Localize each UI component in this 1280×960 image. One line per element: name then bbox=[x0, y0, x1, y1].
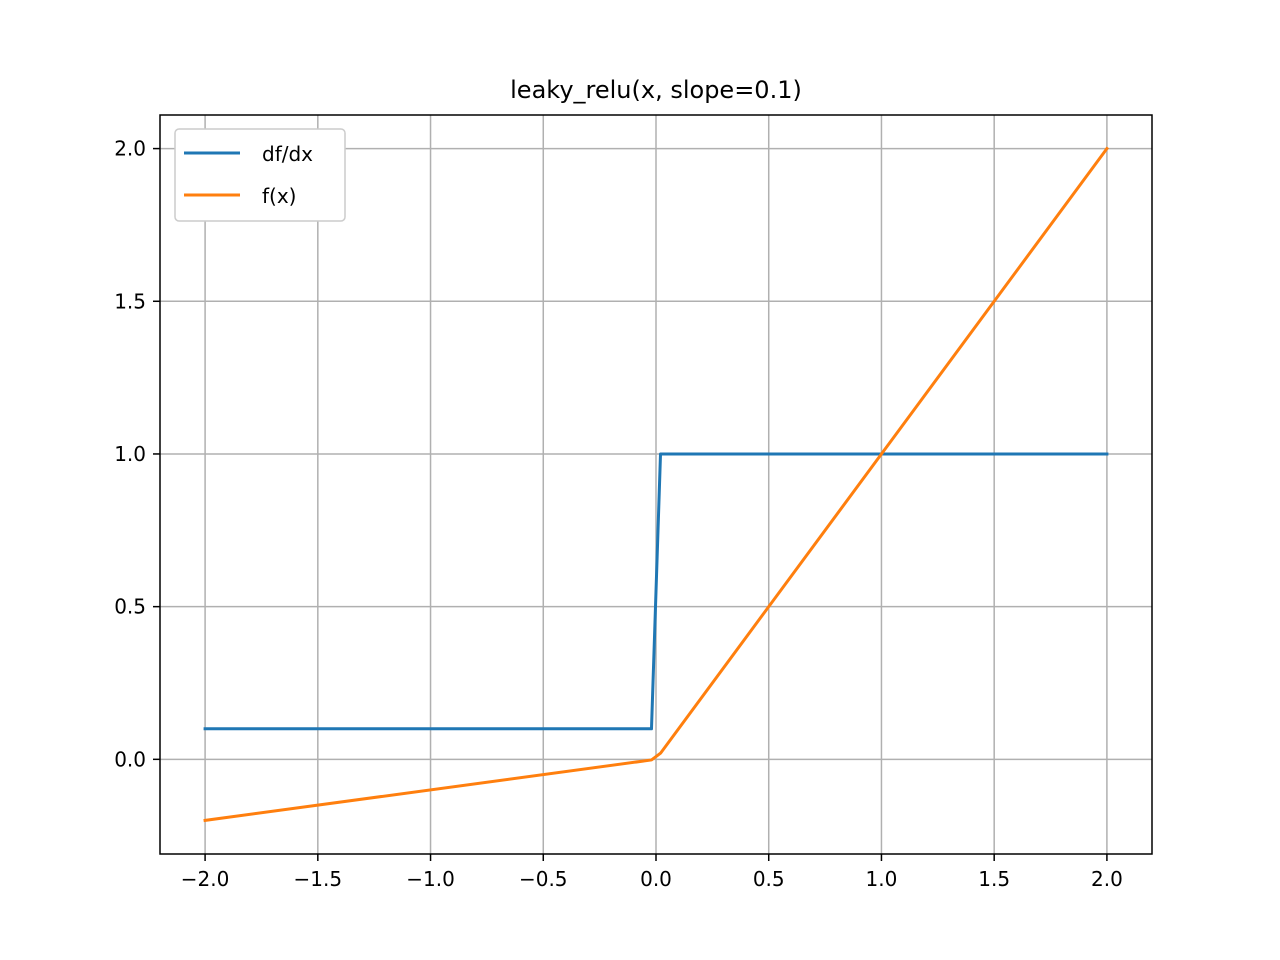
x-tick-label: 2.0 bbox=[1091, 867, 1123, 891]
x-axis-ticks: −2.0 −1.5 −1.0 −0.5 0.0 0.5 1.0 1.5 2.0 bbox=[181, 854, 1123, 891]
series-line-f-x bbox=[203, 146, 1110, 823]
legend: df/dx f(x) bbox=[174, 128, 346, 222]
y-axis-ticks: 0.0 0.5 1.0 1.5 2.0 bbox=[114, 137, 160, 771]
x-tick-label: −1.5 bbox=[294, 867, 343, 891]
x-tick-label: 1.5 bbox=[978, 867, 1010, 891]
chart-title: leaky_relu(x, slope=0.1) bbox=[510, 76, 802, 104]
legend-label-f-x: f(x) bbox=[262, 184, 296, 208]
x-tick-label: −1.0 bbox=[406, 867, 455, 891]
y-tick-label: 2.0 bbox=[114, 137, 146, 161]
y-tick-label: 0.5 bbox=[114, 595, 146, 619]
x-tick-label: 1.0 bbox=[866, 867, 898, 891]
y-tick-label: 1.0 bbox=[114, 442, 146, 466]
plot-lines bbox=[203, 146, 1110, 823]
series-line-df-dx bbox=[203, 452, 1109, 731]
x-tick-label: −0.5 bbox=[519, 867, 568, 891]
x-tick-label: −2.0 bbox=[181, 867, 230, 891]
legend-label-df-dx: df/dx bbox=[262, 142, 313, 166]
legend-box bbox=[174, 128, 346, 222]
y-tick-label: 0.0 bbox=[114, 747, 146, 771]
y-tick-label: 1.5 bbox=[114, 289, 146, 313]
x-tick-label: 0.0 bbox=[640, 867, 672, 891]
x-tick-label: 0.5 bbox=[753, 867, 785, 891]
